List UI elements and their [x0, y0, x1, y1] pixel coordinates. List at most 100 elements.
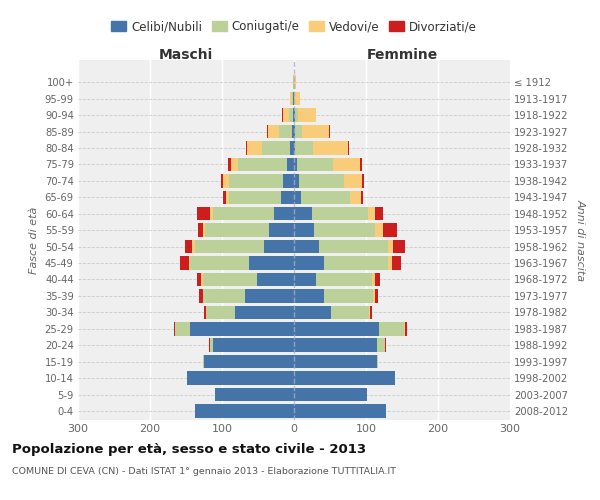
Bar: [294, 76, 296, 89]
Bar: [246, 141, 247, 154]
Bar: [376, 272, 380, 286]
Bar: [204, 306, 206, 319]
Bar: [294, 141, 295, 154]
Bar: [223, 174, 229, 188]
Bar: [293, 108, 294, 122]
Bar: [189, 256, 190, 270]
Bar: [314, 224, 376, 237]
Bar: [197, 224, 203, 237]
Bar: [238, 158, 287, 171]
Bar: [350, 190, 361, 204]
Bar: [264, 240, 294, 254]
Bar: [223, 190, 226, 204]
Bar: [215, 388, 294, 402]
Bar: [344, 174, 362, 188]
Bar: [230, 158, 238, 171]
Bar: [295, 108, 298, 122]
Bar: [294, 190, 301, 204]
Bar: [262, 141, 290, 154]
Bar: [294, 174, 299, 188]
Bar: [210, 207, 212, 220]
Bar: [362, 174, 364, 188]
Bar: [295, 141, 313, 154]
Bar: [302, 125, 329, 138]
Bar: [247, 141, 262, 154]
Bar: [245, 289, 294, 302]
Bar: [190, 322, 294, 336]
Bar: [376, 207, 383, 220]
Bar: [293, 76, 294, 89]
Text: COMUNE DI CEVA (CN) - Dati ISTAT 1° gennaio 2013 - Elaborazione TUTTITALIA.IT: COMUNE DI CEVA (CN) - Dati ISTAT 1° genn…: [12, 468, 396, 476]
Bar: [185, 240, 193, 254]
Text: Popolazione per età, sesso e stato civile - 2013: Popolazione per età, sesso e stato civil…: [12, 442, 366, 456]
Legend: Celibi/Nubili, Coniugati/e, Vedovi/e, Divorziati/e: Celibi/Nubili, Coniugati/e, Vedovi/e, Di…: [106, 16, 482, 38]
Bar: [394, 240, 405, 254]
Bar: [281, 190, 294, 204]
Bar: [290, 141, 294, 154]
Bar: [203, 224, 205, 237]
Bar: [289, 108, 293, 122]
Bar: [283, 174, 294, 188]
Bar: [388, 256, 392, 270]
Bar: [297, 158, 333, 171]
Bar: [294, 272, 316, 286]
Bar: [329, 125, 330, 138]
Bar: [377, 338, 385, 352]
Text: Maschi: Maschi: [159, 48, 213, 62]
Bar: [205, 224, 269, 237]
Bar: [175, 322, 190, 336]
Bar: [206, 306, 235, 319]
Bar: [268, 125, 279, 138]
Bar: [196, 240, 264, 254]
Bar: [294, 355, 377, 368]
Bar: [226, 190, 229, 204]
Bar: [201, 272, 203, 286]
Bar: [229, 190, 281, 204]
Bar: [316, 272, 372, 286]
Bar: [333, 158, 360, 171]
Bar: [376, 224, 383, 237]
Bar: [294, 207, 312, 220]
Bar: [392, 256, 401, 270]
Bar: [229, 174, 283, 188]
Bar: [212, 207, 274, 220]
Y-axis label: Fasce di età: Fasce di età: [29, 206, 39, 274]
Bar: [324, 289, 373, 302]
Bar: [274, 207, 294, 220]
Text: Femmine: Femmine: [367, 48, 437, 62]
Bar: [199, 289, 203, 302]
Bar: [228, 158, 230, 171]
Bar: [294, 224, 314, 237]
Bar: [324, 256, 388, 270]
Bar: [312, 207, 368, 220]
Bar: [331, 306, 369, 319]
Bar: [235, 306, 294, 319]
Bar: [372, 272, 376, 286]
Bar: [293, 92, 294, 106]
Bar: [294, 108, 295, 122]
Bar: [373, 289, 376, 302]
Bar: [193, 240, 196, 254]
Bar: [292, 92, 293, 106]
Bar: [294, 256, 324, 270]
Bar: [197, 272, 201, 286]
Bar: [294, 289, 324, 302]
Bar: [292, 125, 294, 138]
Bar: [287, 158, 294, 171]
Bar: [370, 306, 373, 319]
Bar: [209, 338, 210, 352]
Bar: [279, 125, 292, 138]
Bar: [294, 158, 297, 171]
Bar: [360, 158, 362, 171]
Bar: [203, 289, 245, 302]
Bar: [214, 338, 294, 352]
Bar: [294, 338, 377, 352]
Bar: [221, 174, 223, 188]
Bar: [405, 322, 407, 336]
Bar: [361, 190, 363, 204]
Bar: [298, 108, 316, 122]
Y-axis label: Anni di nascita: Anni di nascita: [575, 199, 586, 281]
Bar: [294, 306, 331, 319]
Bar: [294, 372, 395, 385]
Bar: [180, 256, 189, 270]
